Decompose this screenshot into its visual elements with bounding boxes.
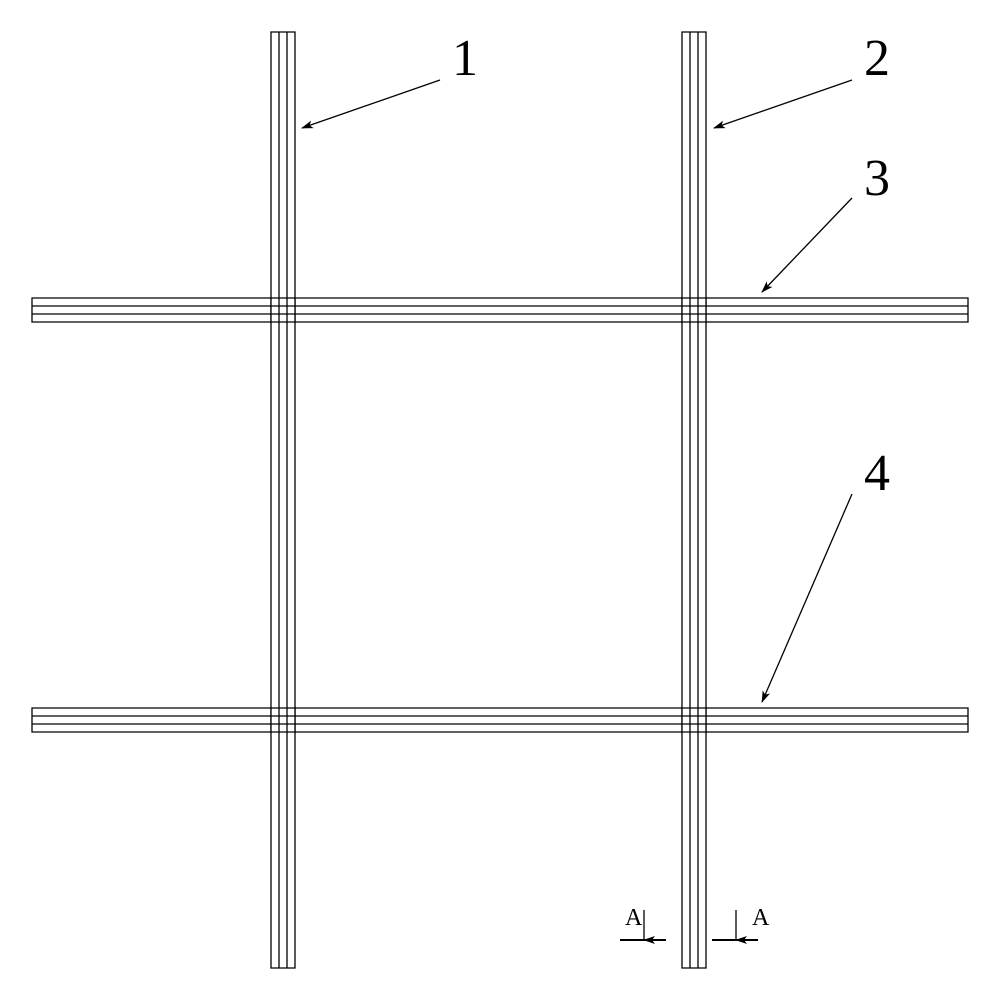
engineering-grid-diagram: 1 2 3 4 A A	[0, 0, 997, 1000]
beam-intersection	[682, 707, 706, 733]
beam-intersection	[271, 297, 295, 323]
callout-1: 1	[302, 30, 478, 128]
callout-2: 2	[714, 30, 890, 128]
horizontal-beam-3	[32, 298, 968, 322]
beam-intersection	[682, 297, 706, 323]
callout-4-label: 4	[864, 445, 890, 502]
horizontal-beam-4	[32, 708, 968, 732]
section-a-right-label: A	[752, 905, 770, 931]
callout-1-label: 1	[452, 30, 478, 87]
callout-3: 3	[762, 150, 890, 292]
callout-4: 4	[762, 445, 890, 702]
vertical-beam-1	[271, 32, 295, 968]
callout-3-label: 3	[864, 150, 890, 207]
callout-2-label: 2	[864, 30, 890, 87]
beam-intersection	[271, 707, 295, 733]
section-a-left-label: A	[625, 905, 643, 931]
vertical-beam-2	[682, 32, 706, 968]
